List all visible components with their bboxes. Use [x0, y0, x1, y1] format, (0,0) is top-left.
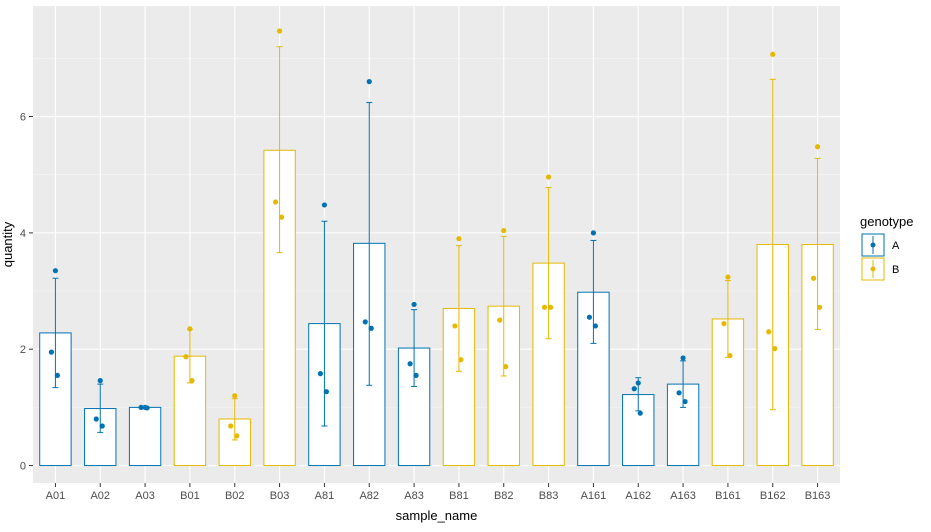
point-a02: [93, 416, 99, 422]
point-a81: [323, 389, 330, 395]
point-b161: [725, 274, 731, 280]
point-b163: [816, 304, 823, 310]
x-tick-label-a81: A81: [315, 490, 335, 502]
point-a03: [138, 404, 144, 410]
data-points: [48, 28, 823, 439]
y-tick-label: 6: [20, 112, 26, 124]
point-a161: [586, 314, 593, 320]
axes: A01 A02 A03 B01 B02 B03 A81 A82 A83 B81 B82 B83 A161…: [20, 112, 831, 502]
legend-label-b: B: [892, 264, 899, 276]
point-b162: [772, 346, 778, 352]
point-a83: [411, 301, 417, 308]
point-a02: [97, 378, 103, 384]
x-tick-label-a01: A01: [46, 490, 66, 502]
error-bars: [52, 46, 821, 441]
point-b163: [810, 275, 817, 281]
point-b83: [541, 304, 548, 310]
x-tick-label-a161: A161: [581, 490, 607, 502]
point-b81: [452, 323, 458, 329]
x-tick-label-b01: B01: [180, 490, 200, 502]
point-b01: [187, 326, 193, 332]
bars: [39, 149, 834, 467]
point-b83: [547, 304, 554, 310]
legend-key-b-point: [870, 266, 876, 272]
point-b03: [278, 214, 285, 220]
point-a03: [144, 405, 150, 411]
point-a163: [682, 398, 688, 405]
x-tick-label-b81: B81: [449, 490, 469, 502]
point-a162: [637, 410, 643, 416]
point-b03: [272, 199, 279, 205]
point-b02: [232, 393, 238, 399]
point-b02: [234, 433, 240, 439]
point-a83: [413, 372, 419, 378]
point-a163: [680, 355, 686, 361]
point-a81: [317, 371, 324, 377]
legend-entry-a: A: [861, 233, 900, 257]
x-tick-label-a02: A02: [90, 490, 110, 502]
legend-key-a-point: [870, 242, 876, 248]
y-axis-title: quantity: [0, 221, 15, 267]
point-b03: [276, 28, 283, 34]
plot-panel: [33, 6, 840, 483]
point-b82: [503, 364, 509, 370]
x-tick-label-a82: A82: [359, 490, 379, 502]
bar-a03: [128, 406, 162, 467]
point-a161: [590, 230, 597, 236]
x-tick-label-a162: A162: [625, 490, 651, 502]
point-a81: [321, 202, 328, 208]
x-tick-label-b83: B83: [539, 490, 559, 502]
x-tick-label-b163: B163: [805, 490, 831, 502]
point-b161: [727, 353, 733, 359]
point-b81: [458, 357, 464, 363]
point-a01: [54, 372, 61, 378]
point-a82: [368, 325, 374, 331]
point-b82: [501, 227, 507, 234]
point-b82: [497, 317, 503, 323]
x-tick-label-b162: B162: [760, 490, 786, 502]
legend-title: genotype: [860, 214, 914, 229]
point-b162: [766, 329, 772, 335]
x-tick-label-b161: B161: [715, 490, 741, 502]
point-a01: [52, 268, 59, 274]
point-b163: [814, 144, 821, 150]
x-tick-label-a163: A163: [670, 490, 696, 502]
point-a162: [635, 380, 641, 386]
legend-label-a: A: [892, 240, 900, 252]
point-b161: [721, 321, 727, 327]
point-b01: [189, 378, 195, 384]
y-tick-label: 2: [20, 344, 26, 356]
legend-entry-b: B: [861, 257, 899, 281]
point-b162: [770, 51, 776, 57]
point-a01: [48, 349, 55, 355]
point-a161: [592, 323, 599, 329]
point-b01: [183, 354, 189, 360]
x-tick-label-b03: B03: [270, 490, 290, 502]
y-tick-label: 0: [20, 461, 26, 473]
legend: genotype A B: [860, 214, 914, 281]
x-tick-label-a83: A83: [404, 490, 424, 502]
point-a162: [631, 386, 637, 392]
point-a02: [99, 423, 105, 429]
point-a82: [362, 319, 368, 325]
y-tick-label: 4: [20, 228, 26, 240]
point-a163: [676, 390, 682, 396]
x-axis-title: sample_name: [396, 508, 478, 523]
x-tick-label-b82: B82: [494, 490, 514, 502]
x-tick-label-a03: A03: [135, 490, 155, 502]
point-a82: [366, 79, 372, 85]
point-b02: [228, 423, 234, 429]
point-b83: [545, 174, 552, 180]
point-b81: [456, 236, 462, 242]
point-a83: [407, 361, 413, 367]
x-tick-label-b02: B02: [225, 490, 245, 502]
